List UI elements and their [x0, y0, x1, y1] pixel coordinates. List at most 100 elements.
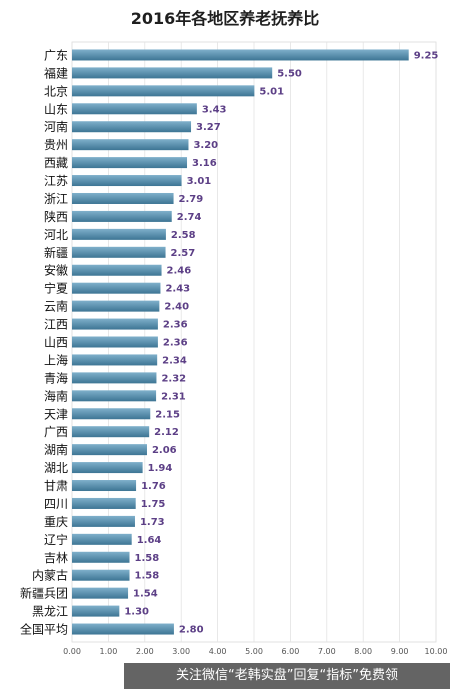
bar — [72, 497, 136, 509]
value-label: 1.54 — [133, 589, 158, 600]
value-label: 2.12 — [154, 427, 179, 438]
bar — [72, 354, 158, 366]
category-label: 浙江 — [44, 192, 68, 206]
category-label: 江苏 — [44, 174, 68, 188]
bar — [72, 264, 162, 276]
value-label: 1.75 — [141, 499, 166, 510]
category-label: 宁夏 — [44, 281, 68, 296]
category-label: 黑龙江 — [32, 605, 68, 619]
bar — [72, 49, 409, 61]
category-label: 江西 — [44, 318, 68, 332]
category-label: 辽宁 — [44, 532, 68, 547]
value-label: 2.46 — [167, 266, 192, 277]
category-label: 海南 — [44, 388, 68, 403]
x-tick-label: 5.00 — [245, 647, 263, 656]
bar — [72, 480, 137, 492]
x-tick-label: 9.00 — [391, 647, 409, 656]
category-label: 云南 — [44, 299, 68, 314]
value-label: 1.76 — [141, 481, 166, 492]
category-label: 吉林 — [44, 551, 68, 565]
x-tick-label: 2.00 — [136, 647, 154, 656]
value-label: 2.43 — [165, 284, 190, 295]
bar — [72, 139, 189, 151]
category-label: 湖北 — [44, 460, 68, 475]
bar — [72, 175, 182, 187]
bar — [72, 85, 255, 97]
value-label: 2.36 — [163, 338, 188, 349]
bar — [72, 282, 161, 294]
category-label: 重庆 — [44, 515, 68, 529]
value-label: 1.73 — [140, 517, 165, 528]
category-label: 内蒙古 — [32, 568, 68, 583]
bar — [72, 246, 166, 258]
category-label: 河北 — [44, 228, 68, 242]
category-label: 河南 — [44, 119, 68, 134]
category-label: 西藏 — [44, 156, 68, 170]
category-label: 广东 — [44, 48, 68, 62]
value-labels: 9.25 5.50 5.01 3.43 3.27 3.20 3.16 3.01 2.79 2.74… — [124, 50, 438, 635]
value-label: 2.79 — [179, 194, 204, 205]
bar — [72, 426, 150, 438]
bar — [72, 605, 120, 617]
bar — [72, 157, 188, 169]
x-tick-label: 10.00 — [425, 647, 448, 656]
value-label: 2.34 — [162, 355, 187, 366]
value-label: 5.01 — [259, 86, 284, 97]
value-label: 2.57 — [171, 248, 196, 259]
value-label: 5.50 — [277, 68, 302, 79]
category-label: 四川 — [44, 497, 68, 511]
x-tick-label: 6.00 — [281, 647, 299, 656]
bar — [72, 192, 174, 204]
bar — [72, 300, 160, 312]
value-label: 9.25 — [414, 50, 439, 61]
value-label: 1.30 — [124, 607, 149, 618]
x-tick-label: 1.00 — [99, 647, 117, 656]
value-label: 2.15 — [155, 409, 180, 420]
value-label: 3.27 — [196, 122, 221, 133]
x-tick-label: 8.00 — [354, 647, 372, 656]
x-tick-label: 7.00 — [318, 647, 336, 656]
value-label: 1.94 — [148, 463, 173, 474]
category-label: 北京 — [44, 84, 68, 98]
category-label: 山西 — [44, 336, 68, 350]
value-label: 1.58 — [135, 571, 160, 582]
bar — [72, 318, 158, 330]
value-label: 2.36 — [163, 320, 188, 331]
bar — [72, 623, 174, 635]
value-label: 1.58 — [135, 553, 160, 564]
bar — [72, 210, 172, 222]
value-label: 2.32 — [161, 373, 186, 384]
x-tick-label: 4.00 — [209, 647, 227, 656]
category-label: 青海 — [44, 370, 68, 385]
bar — [72, 408, 151, 420]
bar — [72, 336, 158, 348]
category-label: 陕西 — [44, 209, 68, 224]
value-label: 3.16 — [192, 158, 217, 169]
category-label: 全国平均 — [20, 622, 68, 637]
category-label: 安徽 — [44, 263, 68, 278]
category-label: 新疆兵团 — [20, 586, 68, 601]
value-label: 3.43 — [202, 104, 227, 115]
bar — [72, 67, 273, 79]
bar — [72, 569, 130, 581]
category-label: 山东 — [44, 102, 68, 116]
category-label: 贵州 — [44, 138, 68, 152]
bar — [72, 515, 135, 527]
category-label: 上海 — [44, 352, 68, 367]
category-labels: 广东福建北京山东河南贵州西藏江苏浙江陕西河北新疆安徽宁夏云南江西山西上海青海海南… — [20, 48, 68, 636]
bar — [72, 390, 157, 402]
value-label: 3.20 — [193, 140, 218, 151]
bar — [72, 444, 147, 456]
value-label: 2.40 — [164, 302, 189, 313]
value-label: 3.01 — [187, 176, 212, 187]
bar — [72, 372, 157, 384]
value-label: 1.64 — [137, 535, 162, 546]
value-label: 2.80 — [179, 625, 204, 636]
bar — [72, 587, 129, 599]
bar — [72, 551, 130, 563]
chart-title: 2016年各地区养老抚养比 — [131, 9, 320, 28]
watermark-banner: 关注微信“老韩实盘”回复“指标”免费领 — [124, 663, 450, 689]
x-tick-label: 3.00 — [172, 647, 190, 656]
